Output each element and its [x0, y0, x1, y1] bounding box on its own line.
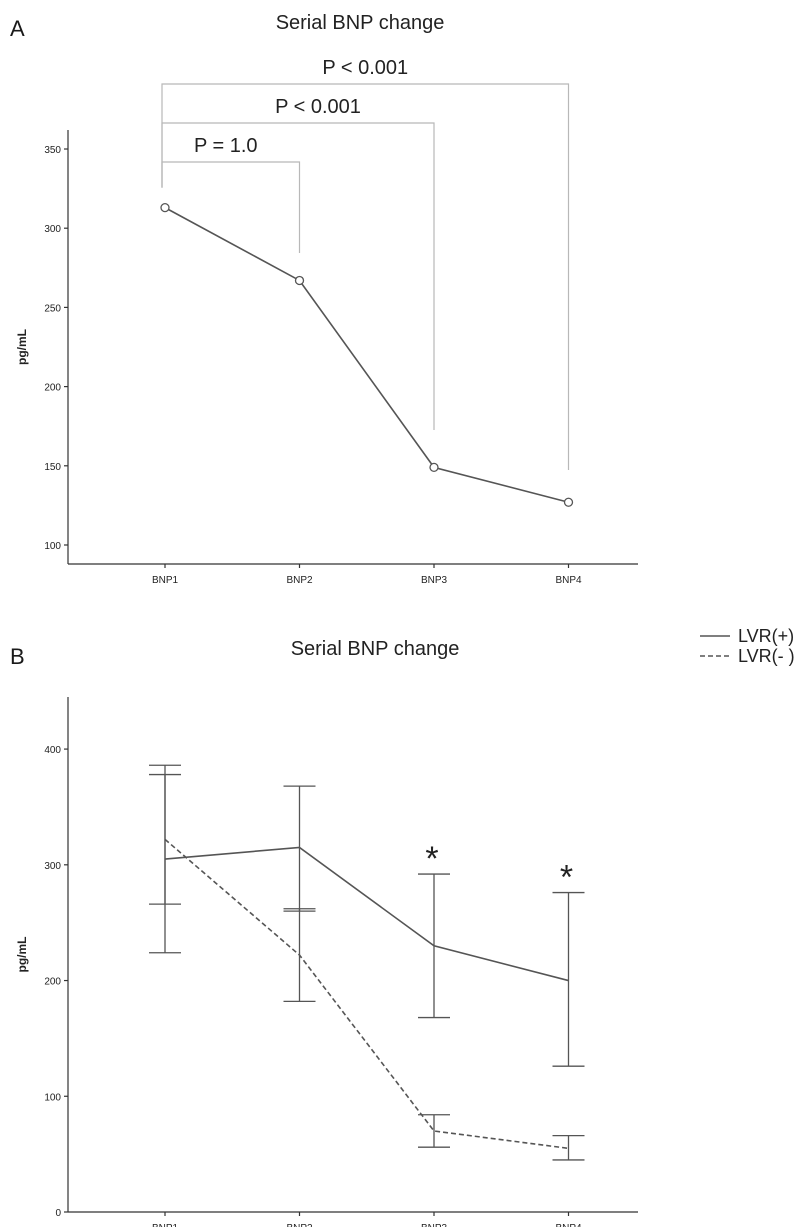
y-tick-label: 300 — [44, 861, 61, 872]
x-tick-label: BNP1 — [152, 575, 179, 586]
y-tick-label: 0 — [55, 1208, 61, 1219]
x-tick-label: BNP2 — [286, 1223, 313, 1227]
panel-b: B Serial BNP change 0 100 200 300 400 BNP1 BNP2… — [10, 626, 795, 1227]
chart-title: Serial BNP change — [276, 12, 445, 34]
comparison-bracket — [161, 83, 570, 470]
x-tick-label: BNP1 — [152, 1223, 179, 1227]
data-point — [429, 462, 439, 473]
y-tick-label: 100 — [44, 541, 61, 552]
p-value-label: P < 0.001 — [275, 96, 361, 118]
y-tick-label: 350 — [44, 145, 61, 156]
legend-label: LVR(- ) — [738, 646, 795, 666]
y-axis-label: pg/mL — [15, 329, 29, 365]
data-point — [563, 497, 574, 507]
chart-title: Serial BNP change — [291, 638, 460, 660]
series-line-lvr+ — [164, 846, 569, 982]
p-value-label: P = 1.0 — [194, 135, 258, 157]
y-tick-label: 200 — [44, 383, 61, 394]
series-line-lvr- — [164, 838, 569, 1150]
data-point — [294, 275, 305, 286]
significance-star: * — [560, 859, 573, 897]
y-tick-label: 250 — [44, 303, 61, 314]
panel-a: A Serial BNP change 100 150 200 250 300 350 BNP… — [10, 12, 638, 586]
p-value-label: P < 0.001 — [322, 57, 408, 79]
series-line-0 — [164, 206, 569, 504]
y-tick-label: 100 — [44, 1092, 61, 1103]
y-tick-label: 150 — [44, 462, 61, 473]
x-tick-label: BNP4 — [555, 1223, 582, 1227]
panel-b-letter: B — [10, 644, 25, 669]
y-tick-label: 300 — [44, 224, 61, 235]
data-point — [160, 202, 170, 213]
panel-a-letter: A — [10, 16, 25, 41]
y-axis-label: pg/mL — [15, 937, 29, 973]
comparison-bracket — [161, 161, 301, 253]
x-tick-label: BNP3 — [421, 1223, 448, 1227]
legend-label: LVR(+) — [738, 626, 794, 646]
y-tick-label: 200 — [44, 977, 61, 988]
x-tick-label: BNP2 — [286, 575, 313, 586]
y-tick-label: 400 — [44, 745, 61, 756]
x-tick-label: BNP3 — [421, 575, 448, 586]
significance-star: * — [425, 840, 438, 878]
x-tick-label: BNP4 — [555, 575, 582, 586]
